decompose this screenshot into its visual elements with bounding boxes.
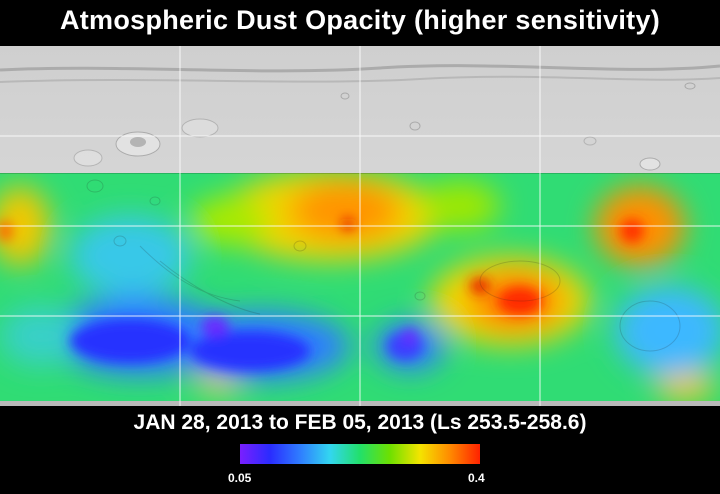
- relief-texture: [86, 179, 681, 352]
- dust-opacity-map: [0, 46, 720, 406]
- date-range-label: JAN 28, 2013 to FEB 05, 2013 (Ls 253.5-2…: [133, 411, 587, 434]
- dust-opacity-overlay: [0, 173, 720, 401]
- colorbar-max-label: 0.4: [468, 471, 485, 485]
- relief-features: [0, 64, 720, 171]
- colorbar: [240, 444, 480, 464]
- page-title: Atmospheric Dust Opacity (higher sensiti…: [59, 5, 661, 35]
- graticule: [0, 46, 720, 406]
- colorbar-min-label: 0.05: [228, 471, 252, 485]
